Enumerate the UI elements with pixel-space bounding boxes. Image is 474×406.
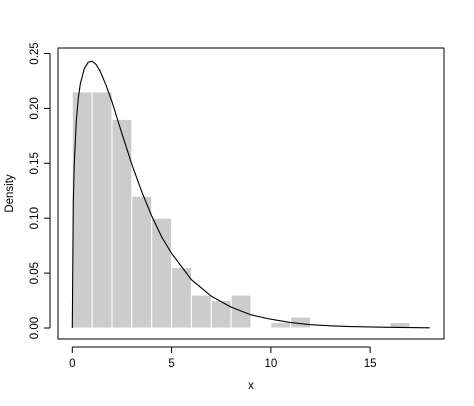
histogram-bar [210,300,232,329]
histogram-bars [71,91,411,329]
x-axis-label: x [248,380,254,392]
x-axis: 0 5 10 15 [69,346,377,370]
y-axis-label: Density [4,174,16,213]
histogram-bar [91,91,113,329]
histogram-bar [131,195,153,329]
y-tick-label: 0.20 [29,97,41,119]
histogram-bar [71,91,93,329]
density-curve [71,60,430,329]
x-tick-label: 0 [69,358,75,370]
x-tick-label: 15 [364,358,377,370]
histogram-bar [111,118,133,329]
histogram-bar [190,294,212,329]
histogram-bar [171,267,192,329]
histogram-bar [151,217,173,329]
x-tick-label: 10 [264,358,277,370]
y-axis: 0.00 0.05 0.10 0.15 0.20 0.25 [29,42,51,339]
y-tick-label: 0.25 [29,42,41,64]
plot-frame [57,47,445,340]
x-tick-label: 5 [168,358,174,370]
y-tick-label: 0.00 [29,317,41,339]
y-tick-label: 0.05 [29,262,41,284]
y-tick-label: 0.10 [29,207,41,229]
y-tick-label: 0.15 [29,152,41,174]
histogram-bar [270,322,292,329]
